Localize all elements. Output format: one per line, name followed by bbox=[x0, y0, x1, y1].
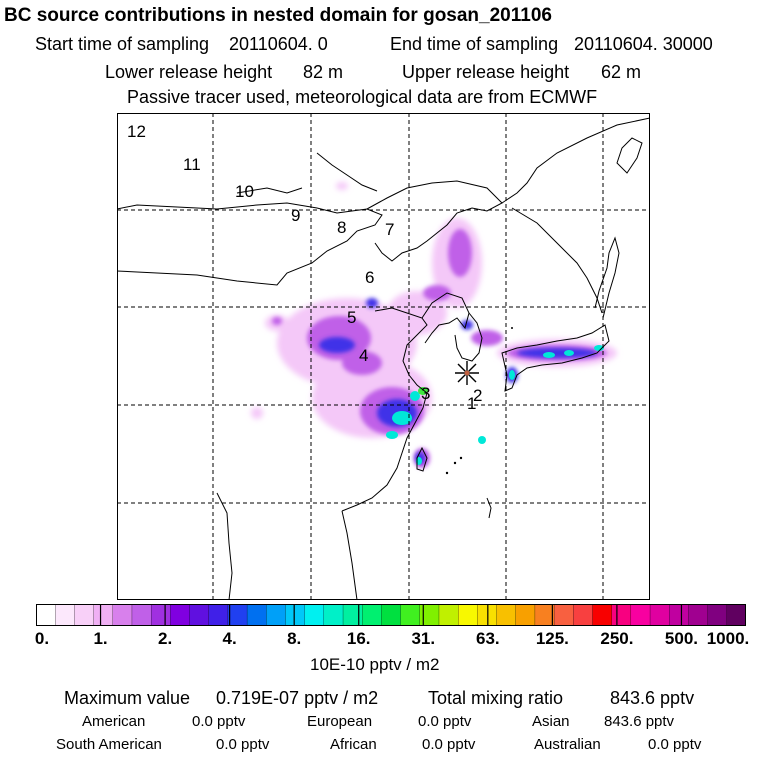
colorbar-cell bbox=[304, 604, 325, 626]
australian-label: Australian bbox=[534, 736, 601, 753]
trajectory-label: 7 bbox=[385, 220, 394, 239]
max-value: 0.719E-07 pptv / m2 bbox=[216, 688, 379, 708]
african-label: African bbox=[330, 736, 377, 753]
colorbar-cell bbox=[74, 604, 95, 626]
concentration-field-max bbox=[418, 387, 428, 395]
colorbar-cell bbox=[208, 604, 229, 626]
colorbar-tick-label: 500. bbox=[664, 629, 698, 648]
colorbar-cell bbox=[649, 604, 670, 626]
trajectory-label: 5 bbox=[347, 308, 356, 327]
total-mixing-label: Total mixing ratio bbox=[428, 688, 564, 708]
trajectory-label: 10 bbox=[235, 182, 254, 201]
south-american-label: South American bbox=[56, 736, 162, 753]
total-mixing-value: 843.6 pptv bbox=[610, 688, 695, 708]
colorbar-tick-label: 0. bbox=[34, 629, 50, 648]
trajectory-label: 2 bbox=[473, 386, 482, 405]
colorbar-cell bbox=[553, 604, 575, 626]
colorbar-cell bbox=[131, 604, 152, 626]
trajectory-label: 8 bbox=[337, 218, 346, 237]
page-title: BC source contributions in nested domain… bbox=[4, 5, 552, 26]
colorbar-cell bbox=[611, 604, 632, 626]
colorbar-cell bbox=[150, 604, 172, 626]
colorbar-cell bbox=[362, 604, 383, 626]
colorbar-cell bbox=[573, 604, 594, 626]
colorbar-cell bbox=[189, 604, 210, 626]
upper-height-label: Upper release height bbox=[402, 62, 570, 82]
colorbar-cell bbox=[534, 604, 555, 626]
colorbar-cell bbox=[246, 604, 268, 626]
graticule bbox=[117, 113, 650, 600]
american-value: 0.0 pptv bbox=[192, 713, 246, 730]
colorbar-tick-label: 1. bbox=[93, 629, 108, 648]
end-time-label: End time of sampling bbox=[390, 34, 559, 54]
colorbar-tick-label: 4. bbox=[222, 629, 237, 648]
lower-height-value: 82 m bbox=[303, 62, 344, 82]
colorbar-tick-label: 125. bbox=[535, 629, 569, 648]
trajectory-label: 6 bbox=[365, 268, 374, 287]
trajectory-label: 9 bbox=[291, 206, 300, 225]
colorbar-cell bbox=[323, 604, 344, 626]
colorbar-cell bbox=[112, 604, 133, 626]
trajectory-label: 3 bbox=[421, 384, 430, 403]
star-marker-icon bbox=[455, 361, 479, 385]
tracer-note: Passive tracer used, meteorological data… bbox=[127, 87, 598, 107]
colorbar-cell bbox=[227, 604, 248, 626]
european-value: 0.0 pptv bbox=[418, 713, 472, 730]
colorbar-cell bbox=[400, 604, 421, 626]
upper-height-value: 62 m bbox=[601, 62, 642, 82]
colorbar-cell bbox=[726, 604, 746, 626]
colorbar bbox=[36, 604, 746, 626]
colorbar-units: 10E-10 pptv / m2 bbox=[310, 655, 440, 674]
colorbar-cell bbox=[458, 604, 479, 626]
colorbar-cell bbox=[342, 604, 363, 626]
colorbar-cell bbox=[515, 604, 536, 626]
max-value-label: Maximum value bbox=[64, 688, 191, 708]
lower-height-label: Lower release height bbox=[105, 62, 273, 82]
colorbar-cell bbox=[630, 604, 651, 626]
start-time-label: Start time of sampling bbox=[35, 34, 210, 54]
trajectory-label: 12 bbox=[127, 122, 146, 141]
asian-value: 843.6 pptv bbox=[604, 713, 675, 730]
colorbar-tick-label: 16. bbox=[346, 629, 371, 648]
colorbar-cell bbox=[170, 604, 191, 626]
trajectory-label: 4 bbox=[359, 346, 368, 365]
small-islands bbox=[445, 327, 513, 475]
map-panel: 12 11 10 9 8 7 6 5 4 3 2 1 bbox=[117, 113, 650, 600]
coastlines bbox=[117, 117, 650, 600]
south-american-value: 0.0 pptv bbox=[216, 736, 270, 753]
colorbar-cell bbox=[55, 604, 76, 626]
colorbar-cell bbox=[285, 604, 306, 626]
colorbar-cell bbox=[93, 604, 114, 626]
american-label: American bbox=[82, 713, 146, 730]
australian-value: 0.0 pptv bbox=[648, 736, 702, 753]
colorbar-cell bbox=[496, 604, 517, 626]
colorbar-tick-label: 2. bbox=[157, 629, 173, 648]
colorbar-cell bbox=[707, 604, 728, 626]
african-value: 0.0 pptv bbox=[422, 736, 476, 753]
european-label: European bbox=[307, 713, 373, 730]
trajectory-label: 1 bbox=[467, 394, 476, 413]
colorbar-tick-label: 250. bbox=[600, 629, 634, 648]
trajectory-label: 11 bbox=[183, 155, 201, 174]
start-time-value: 20110604. 0 bbox=[229, 34, 328, 54]
colorbar-tick-label: 63. bbox=[475, 629, 500, 648]
colorbar-cell bbox=[36, 604, 56, 626]
colorbar-cell bbox=[381, 604, 402, 626]
colorbar-tick-label: 1000. bbox=[706, 629, 750, 648]
concentration-field-peak bbox=[386, 345, 604, 465]
colorbar-cell bbox=[592, 604, 613, 626]
end-time-value: 20110604. 30000 bbox=[574, 34, 713, 54]
colorbar-tick-label: 31. bbox=[411, 629, 436, 648]
colorbar-cell bbox=[669, 604, 690, 626]
colorbar-tick-label: 8. bbox=[287, 629, 302, 648]
colorbar-cell bbox=[266, 604, 287, 626]
asian-label: Asian bbox=[532, 713, 570, 730]
colorbar-cell bbox=[688, 604, 709, 626]
colorbar-cell bbox=[438, 604, 459, 626]
